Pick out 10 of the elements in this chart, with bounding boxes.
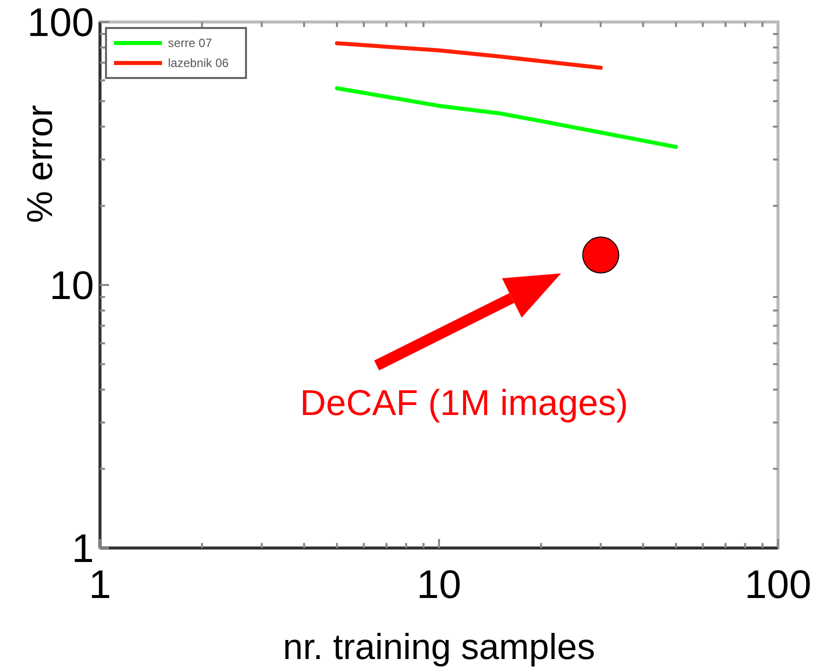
y-tick-label: 1 — [72, 527, 94, 571]
x-axis-title: nr. training samples — [282, 626, 596, 667]
legend-label: lazebnik 06 — [168, 56, 230, 70]
y-tick-label: 10 — [50, 264, 94, 308]
y-axis-title: % error — [19, 105, 60, 224]
y-tick-label: 100 — [27, 1, 94, 45]
x-tick-label: 10 — [416, 563, 462, 607]
legend-label: serre 07 — [168, 36, 212, 50]
annotation: DeCAF (1M images) — [300, 382, 628, 423]
x-tick-label: 100 — [744, 563, 812, 607]
